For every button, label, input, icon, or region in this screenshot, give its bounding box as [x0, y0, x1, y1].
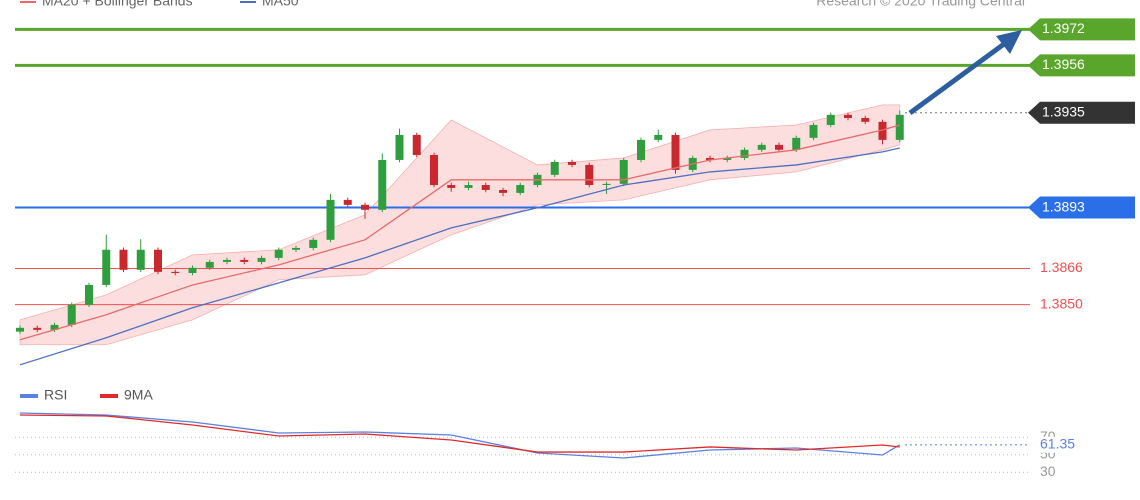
candle-body [67, 304, 76, 325]
legend-label: 9MA [124, 387, 153, 403]
candle-body [378, 159, 387, 210]
candle-body [136, 249, 145, 270]
candle-body [878, 121, 887, 140]
candle-body [895, 114, 904, 140]
ma-line [19, 147, 900, 366]
candle-body [171, 271, 180, 273]
level-label: 1.3956 [1042, 56, 1085, 72]
candle-body [585, 164, 594, 185]
level-label: 1.3972 [1042, 20, 1085, 36]
candle-body [464, 185, 473, 188]
candle-body [499, 189, 507, 193]
candle-body [119, 249, 128, 270]
candle-body [740, 149, 749, 158]
candle-body [654, 134, 663, 140]
candle-body [826, 114, 835, 125]
candle-body [723, 157, 732, 160]
candle-body [637, 139, 645, 160]
arrow-head [996, 30, 1022, 54]
candle-body [602, 183, 611, 185]
candle-body [292, 247, 300, 250]
ma-line [19, 124, 900, 341]
candle-body [33, 327, 42, 330]
candle-body [671, 134, 680, 170]
candle-body [757, 144, 766, 150]
legend-label: RSI [44, 387, 67, 403]
legend-label: MA50 [262, 0, 299, 9]
level-box [1028, 196, 1135, 219]
rsi-label-bg [1036, 436, 1084, 453]
candle-body [395, 134, 404, 160]
candle-body [568, 161, 576, 165]
rsi-value-label: 61.35 [1040, 436, 1075, 452]
candle-body [619, 159, 628, 184]
level-label: 1.3935 [1042, 104, 1085, 120]
candle-body [361, 204, 369, 210]
candle-body [412, 134, 421, 155]
candle-body [257, 257, 266, 262]
candle-body [861, 117, 870, 122]
candle-body [240, 259, 249, 262]
level-box [1028, 18, 1135, 41]
candle-body [154, 249, 162, 272]
candle-body [844, 114, 852, 118]
candle-body [16, 327, 24, 332]
candle-body [447, 185, 456, 188]
y-tick-label: 30 [1040, 463, 1056, 479]
trend-arrow [908, 41, 1006, 116]
candle-body [102, 249, 111, 285]
rsi-line [19, 414, 900, 453]
level-label: 1.3866 [1040, 259, 1083, 275]
candle-body [792, 137, 801, 150]
level-label: 1.3893 [1042, 198, 1085, 214]
candle-body [85, 284, 93, 305]
candle-body [706, 157, 714, 160]
candle-body [775, 144, 783, 150]
candle-body [274, 249, 283, 258]
level-label: 1.3850 [1040, 295, 1083, 311]
candle-body [205, 261, 214, 268]
plot: 1.39721.39561.39351.38931.38661.38503050… [15, 18, 1135, 479]
candle-body [430, 154, 438, 185]
candle-body [516, 185, 525, 193]
level-box [1028, 101, 1135, 124]
candle-body [481, 185, 490, 190]
level-box [1028, 54, 1135, 77]
candle-body [309, 239, 318, 248]
candle-body [223, 259, 231, 262]
legend-label: MA20 + Bollinger Bands [42, 0, 193, 9]
candle-body [809, 124, 818, 138]
candle-body [326, 199, 335, 240]
candle-body [343, 199, 352, 205]
source: Research © 2020 Trading Central [816, 0, 1025, 9]
candle-body [550, 161, 559, 175]
candle-body [188, 267, 197, 273]
candle-body [50, 324, 59, 330]
